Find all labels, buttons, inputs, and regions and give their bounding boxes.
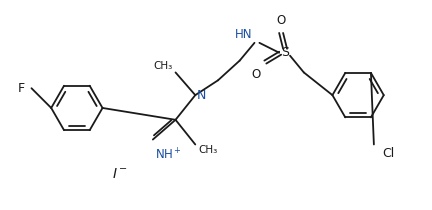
Text: N: N <box>196 89 206 102</box>
Text: Cl: Cl <box>382 147 394 160</box>
Text: O: O <box>251 68 260 81</box>
Text: NH$^+$: NH$^+$ <box>155 147 182 163</box>
Text: CH₃: CH₃ <box>153 62 172 71</box>
Text: CH₃: CH₃ <box>198 146 217 155</box>
Text: S: S <box>281 46 289 59</box>
Text: F: F <box>17 82 25 95</box>
Text: HN: HN <box>235 28 253 41</box>
Text: O: O <box>276 14 286 27</box>
Text: I$^-$: I$^-$ <box>111 167 127 181</box>
